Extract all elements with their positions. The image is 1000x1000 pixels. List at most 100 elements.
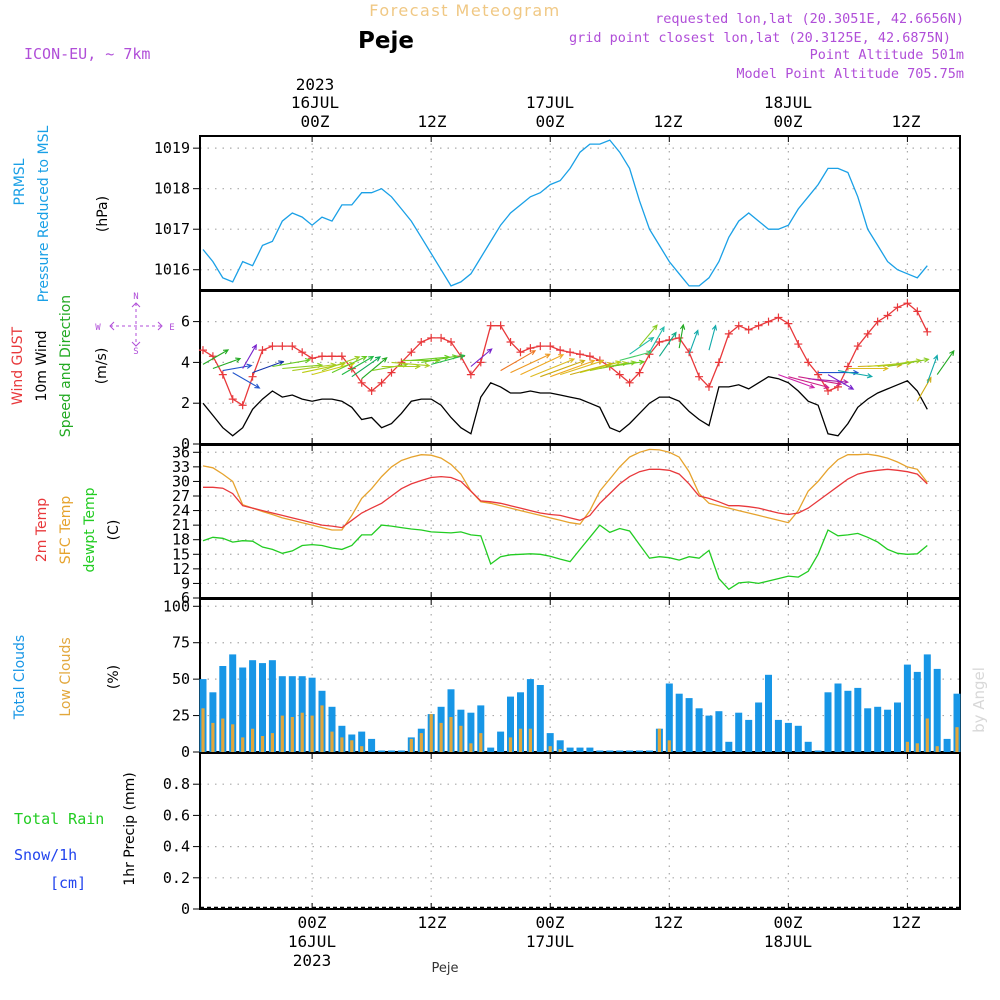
wind-arrow xyxy=(321,355,361,372)
total-cloud-bar xyxy=(626,750,634,752)
gust-marker xyxy=(536,342,545,351)
gust-marker xyxy=(883,311,892,320)
low-cloud-bar xyxy=(330,731,334,752)
low-cloud-bar xyxy=(340,737,344,752)
wind-arrow xyxy=(510,353,552,374)
y-tick-label: 0 xyxy=(181,743,190,761)
wind-label-10m: 10m Wind xyxy=(34,330,50,401)
total-cloud-bar xyxy=(278,676,286,752)
precip-label-cm: [cm] xyxy=(50,874,86,892)
panel-frame xyxy=(199,135,961,291)
gust-marker xyxy=(685,348,694,357)
low-cloud-bar xyxy=(211,722,215,752)
wind-arrow xyxy=(837,370,874,379)
total-cloud-bar xyxy=(675,693,683,752)
pressure-label-1: PRMSL xyxy=(12,158,28,205)
gust-marker xyxy=(625,378,634,387)
gust-marker xyxy=(496,321,505,330)
gust-marker xyxy=(506,338,515,346)
low-cloud-bar xyxy=(955,727,959,752)
top-hour-label: 12Z xyxy=(418,112,447,131)
top-hour-label: 12Z xyxy=(892,112,921,131)
gust-marker xyxy=(327,352,336,361)
product-title: Forecast Meteogram xyxy=(369,1,560,20)
total-cloud-bar xyxy=(606,750,614,752)
total-cloud-bar xyxy=(685,698,693,752)
wind-arrow xyxy=(331,355,368,374)
total-cloud-bar xyxy=(735,712,743,752)
total-cloud-bar xyxy=(943,738,951,752)
gust-marker xyxy=(843,362,852,371)
compass-rose: N S W E xyxy=(95,292,174,357)
total-cloud-bar xyxy=(705,715,713,752)
wind-arrow xyxy=(361,356,388,380)
y-tick-label: 0.8 xyxy=(163,775,190,793)
bottom-year-label: 2023 xyxy=(293,951,332,970)
wind-arrow xyxy=(688,329,699,355)
total-cloud-bar xyxy=(358,731,366,752)
total-cloud-bar xyxy=(784,722,792,752)
low-cloud-bar xyxy=(260,736,265,752)
gust-marker xyxy=(337,352,346,361)
wind-arrow xyxy=(202,349,230,365)
gust-marker xyxy=(298,348,307,357)
total-cloud-bar xyxy=(814,750,822,752)
y-tick-label: 30 xyxy=(172,472,190,490)
gust-marker xyxy=(387,368,396,377)
y-tick-label: 75 xyxy=(172,634,190,652)
y-tick-label: 1018 xyxy=(154,180,190,198)
total-cloud-bar xyxy=(665,683,673,752)
wind-arrow xyxy=(649,326,665,353)
wind-arrow xyxy=(411,354,451,361)
total-cloud-bar xyxy=(794,725,802,752)
gust-marker xyxy=(556,346,565,355)
gust-marker xyxy=(486,321,495,330)
wind-arrow xyxy=(431,354,466,365)
low-cloud-bar xyxy=(409,738,413,752)
total-cloud-bar xyxy=(526,679,534,752)
wind-arrow xyxy=(550,359,596,378)
y-tick-label: 0.4 xyxy=(163,838,190,856)
gust-marker xyxy=(814,370,823,379)
wind-arrow xyxy=(678,323,686,349)
low-cloud-bar xyxy=(915,743,919,752)
total-cloud-bar xyxy=(923,654,931,752)
top-year-label: 2023 xyxy=(296,75,335,94)
wind-arrow xyxy=(252,360,285,374)
top-hour-label: 00Z xyxy=(301,112,330,131)
total-cloud-bar xyxy=(884,709,892,752)
total-cloud-bar xyxy=(259,663,266,752)
bottom-date-label: 16JUL xyxy=(288,932,336,951)
y-tick-label: 15 xyxy=(172,545,190,563)
gust-marker xyxy=(695,372,704,381)
temp-label-sfc: SFC Temp xyxy=(58,496,74,565)
gust-marker xyxy=(744,325,753,334)
location-title: Peje xyxy=(358,28,414,54)
low-cloud-bar xyxy=(310,715,314,752)
gust-marker xyxy=(288,342,297,351)
clouds-label-total: Total Clouds xyxy=(12,635,28,720)
total-cloud-bar xyxy=(507,696,514,752)
y-tick-label: 36 xyxy=(172,443,190,461)
total-cloud-bar xyxy=(903,664,911,752)
wind-arrow xyxy=(520,354,565,376)
total-cloud-bar xyxy=(328,706,336,752)
gust-marker xyxy=(794,340,803,349)
gust-marker xyxy=(466,370,475,379)
gust-marker xyxy=(853,342,862,351)
wind-arrow xyxy=(232,372,261,389)
low-cloud-bar xyxy=(657,728,661,752)
gust-marker xyxy=(357,378,366,387)
y-tick-label: 0 xyxy=(181,900,190,918)
total-cloud-bar xyxy=(834,683,842,752)
wind-arrow xyxy=(798,376,843,387)
gust-marker xyxy=(308,354,317,363)
low-cloud-bar xyxy=(241,737,245,752)
y-tick-label: 100 xyxy=(163,597,190,615)
wind-arrow xyxy=(560,359,605,376)
low-cloud-bar xyxy=(905,741,909,752)
gust-marker xyxy=(228,395,237,404)
total-cloud-bar xyxy=(536,685,544,752)
gust-marker xyxy=(447,338,456,346)
